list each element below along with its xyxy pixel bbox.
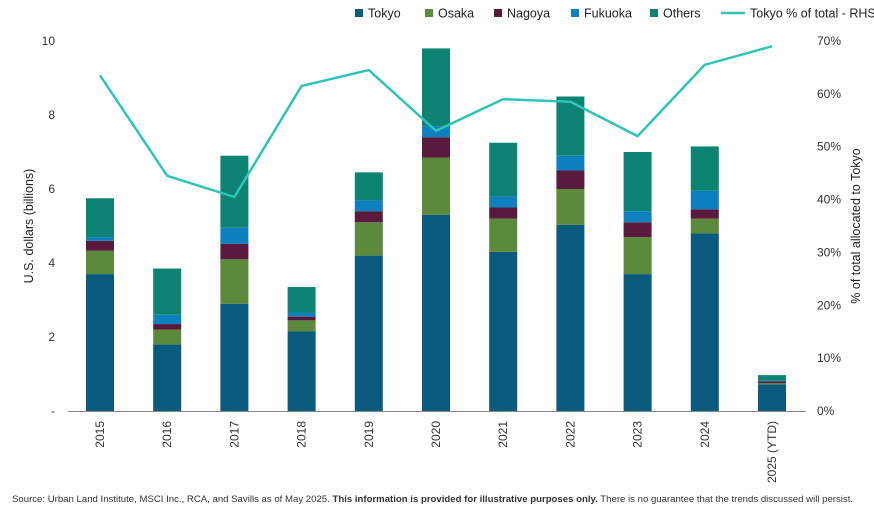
bar-segment	[623, 237, 652, 275]
bar-segment	[153, 329, 182, 345]
x-tick-label: 2015	[93, 421, 107, 448]
legend-label: Tokyo % of total - RHS	[750, 7, 874, 21]
y2-tick-label: 60%	[817, 87, 841, 101]
bar-segment	[623, 274, 652, 411]
bar-segment	[556, 170, 585, 189]
bar-segment	[220, 303, 249, 411]
bar-segment	[556, 96, 585, 156]
bar-segment	[153, 324, 182, 330]
legend-label: Others	[663, 7, 701, 21]
bar-segment	[422, 137, 450, 158]
legend-swatch	[650, 9, 658, 17]
legend-swatch	[494, 9, 502, 17]
bar-segment	[220, 227, 249, 244]
bar-segment	[354, 172, 383, 201]
bar-segment	[690, 233, 719, 411]
bar-segment	[220, 259, 249, 304]
bar-segment	[220, 243, 249, 260]
bar-segment	[422, 48, 450, 127]
legend-swatch	[425, 9, 433, 17]
bar-segment	[287, 316, 316, 321]
bar-segment	[422, 157, 450, 215]
bar-segment	[287, 312, 316, 317]
x-tick-label: 2017	[227, 421, 241, 448]
disclaimer-text: This information is provided for illustr…	[332, 494, 598, 505]
bar-segment	[86, 237, 114, 241]
bar-segment	[153, 314, 182, 325]
y-tick-label: 6	[48, 182, 55, 196]
x-tick-label: 2023	[631, 421, 645, 448]
bar-segment	[86, 198, 114, 238]
bar-segment	[354, 255, 383, 411]
legend-swatch	[571, 9, 579, 17]
bar-segment	[623, 222, 652, 238]
y-axis-title: U.S. dollars (billions)	[22, 169, 36, 284]
bar-segment	[690, 190, 719, 210]
bar-segment	[758, 383, 786, 385]
bar-segment	[556, 224, 585, 411]
y2-axis-title: % of total allocated to Tokyo	[849, 148, 863, 303]
bar-segment	[153, 268, 182, 315]
bar-segment	[287, 320, 316, 332]
source-note: Source: Urban Land Institute, MSCI Inc.,…	[12, 494, 868, 505]
legend-label: Tokyo	[368, 7, 401, 21]
bar-segment	[556, 189, 585, 225]
x-tick-label: 2022	[563, 421, 577, 448]
y-tick-label: 4	[48, 256, 55, 270]
legend-label: Osaka	[438, 7, 474, 21]
y2-tick-label: 0%	[817, 404, 835, 418]
bar-segment	[86, 240, 114, 251]
bar-segment	[422, 214, 450, 411]
chart-area: - 2 4 6 8 10 0% 10% 20% 30% 40% 50% 60% 70% U.S. dolla…	[22, 7, 874, 484]
bar-segment	[287, 331, 316, 411]
y2-tick-label: 20%	[817, 298, 841, 312]
x-tick-label: 2021	[496, 421, 510, 448]
legend-swatch	[355, 9, 363, 17]
x-tick-label: 2025 (YTD)	[765, 421, 779, 483]
y-tick-label: -	[51, 404, 55, 418]
bar-segment	[758, 381, 786, 384]
x-tick-label: 2020	[429, 421, 443, 448]
bar-segment	[489, 251, 518, 411]
y2-tick-label: 30%	[817, 245, 841, 259]
y2-tick-label: 70%	[817, 34, 841, 48]
x-tick-label: 2018	[295, 421, 309, 448]
guarantee-text: There is no guarantee that the trends di…	[600, 494, 854, 505]
y-tick-label: 8	[48, 108, 55, 122]
bar-segment	[623, 211, 652, 223]
bar-segment	[623, 152, 652, 212]
bar-segment	[758, 380, 786, 382]
bar-segment	[489, 196, 518, 208]
bar-segment	[354, 211, 383, 223]
bar-segment	[153, 344, 182, 411]
source-text: Source: Urban Land Institute, MSCI Inc.,…	[12, 494, 330, 505]
bar-segment	[86, 274, 114, 411]
bar-segment	[489, 142, 518, 197]
y-tick-label: 2	[48, 330, 55, 344]
y-tick-label: 10	[42, 34, 56, 48]
y2-tick-label: 50%	[817, 140, 841, 154]
bar-segment	[489, 218, 518, 252]
x-tick-label: 2016	[160, 421, 174, 448]
bar-segment	[556, 155, 585, 171]
bar-segment	[690, 209, 719, 219]
legend-label: Fukuoka	[584, 7, 632, 21]
y2-tick-label: 40%	[817, 193, 841, 207]
bar-segment	[758, 384, 786, 411]
bar-segment	[758, 375, 786, 381]
tokyo-share-line	[98, 45, 773, 199]
x-tick-label: 2019	[362, 421, 376, 448]
bar-segment	[86, 250, 114, 275]
y2-tick-label: 10%	[817, 351, 841, 365]
bar-segment	[354, 222, 383, 256]
bar-segment	[690, 218, 719, 234]
bar-segment	[690, 146, 719, 191]
legend-label: Nagoya	[507, 7, 550, 21]
bar-segment	[220, 155, 249, 228]
bar-segment	[354, 200, 383, 212]
bar-segment	[287, 287, 316, 313]
bar-segment	[489, 207, 518, 219]
x-tick-label: 2024	[698, 421, 712, 448]
